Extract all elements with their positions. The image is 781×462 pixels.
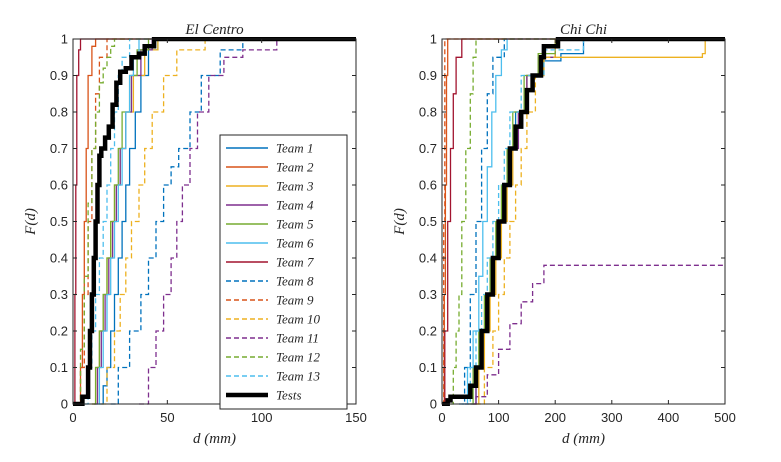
y-tick-label: 0.3 [419, 287, 437, 302]
legend-label-team-1: Team 1 [276, 141, 313, 156]
y-tick-label: 0.7 [50, 141, 68, 156]
y-tick-label: 0.2 [419, 324, 437, 339]
legend: Team 1 Team 2 Team 3 Team 4 Team 5 Team 6 Team… [219, 134, 348, 410]
x-tick-label: 400 [658, 410, 680, 425]
series-line-team-8 [110, 38, 356, 405]
y-tick-label: 0.6 [50, 178, 68, 193]
x-tick-label: 100 [251, 410, 273, 425]
y-tick-label: 0.8 [419, 105, 437, 120]
y-tick-label: 0 [430, 397, 437, 412]
x-tick-label: 50 [160, 410, 174, 425]
y-tick-label: 0.4 [50, 251, 68, 266]
y-tick-label: 1 [430, 32, 437, 47]
legend-label-team-5: Team 5 [276, 217, 314, 232]
series-line-team-10 [101, 38, 356, 405]
y-tick-label: 0.4 [419, 251, 437, 266]
legend-label-team-10: Team 10 [276, 312, 320, 327]
x-axis-label: d (mm) [562, 431, 605, 447]
series-line-team-11 [139, 38, 356, 405]
y-axis-label: F(d) [392, 208, 408, 236]
y-tick-label: 0.5 [419, 214, 437, 229]
y-tick-label: 0.2 [50, 324, 68, 339]
y-tick-label: 0.3 [50, 287, 68, 302]
legend-label-team-12: Team 12 [276, 350, 320, 365]
chart-title: Chi Chi [560, 22, 607, 38]
y-axis-label: F(d) [23, 208, 39, 236]
series-line-team-6 [461, 38, 725, 405]
el-centro-panel: 0 50 100 150 0 0.1 0.2 0.3 0.4 0.5 0.6 0.7 0.8 0.9 1 El… [23, 22, 367, 447]
x-tick-label: 0 [438, 410, 445, 425]
series-line-team-12 [450, 38, 725, 405]
y-tick-label: 0.6 [419, 178, 437, 193]
x-tick-label: 150 [345, 410, 367, 425]
x-tick-label: 0 [69, 410, 76, 425]
x-tick-label: 200 [544, 410, 566, 425]
x-tick-label: 300 [601, 410, 623, 425]
series-line-tests [73, 37, 356, 406]
y-tick-label: 0 [61, 397, 68, 412]
legend-label-team-8: Team 8 [276, 274, 314, 289]
y-tick-label: 0.9 [50, 68, 68, 83]
y-tick-label: 0.1 [419, 360, 437, 375]
series-line-team-13 [464, 38, 725, 405]
series-line-team-4 [93, 38, 356, 405]
legend-label-team-13: Team 13 [276, 369, 320, 384]
legend-label-tests: Tests [276, 388, 302, 403]
legend-label-team-2: Team 2 [276, 160, 314, 175]
chi-chi-panel: 0 100 200 300 400 500 0 0.1 0.2 0.3 0.4 0.5 0.6 0.7 0.… [392, 22, 736, 447]
legend-label-team-9: Team 9 [276, 293, 314, 308]
series-line-tests [442, 37, 725, 406]
legend-label-team-4: Team 4 [276, 198, 314, 213]
chart-title: El Centro [184, 22, 244, 38]
x-axis-label: d (mm) [193, 431, 236, 447]
y-tick-label: 0.1 [50, 360, 68, 375]
x-tick-label: 100 [488, 410, 510, 425]
x-tick-label: 500 [714, 410, 736, 425]
series-line-team-7 [73, 38, 356, 405]
series-line-team-5 [467, 38, 725, 405]
series-line-team-6 [95, 38, 356, 405]
y-tick-label: 0.8 [50, 105, 68, 120]
legend-label-team-11: Team 11 [276, 331, 319, 346]
y-tick-label: 0.9 [419, 68, 437, 83]
series-line-team-12 [76, 38, 356, 405]
legend-label-team-7: Team 7 [276, 255, 314, 270]
series-line-team-11 [464, 264, 725, 405]
legend-label-team-6: Team 6 [276, 236, 314, 251]
series-line-team-10 [476, 38, 725, 405]
legend-label-team-3: Team 3 [276, 179, 314, 194]
series-line-team-5 [91, 38, 356, 405]
y-tick-label: 0.5 [50, 214, 68, 229]
y-tick-label: 0.7 [419, 141, 437, 156]
legend-box [219, 134, 348, 410]
y-tick-label: 1 [61, 32, 68, 47]
series-line-team-8 [459, 38, 725, 405]
